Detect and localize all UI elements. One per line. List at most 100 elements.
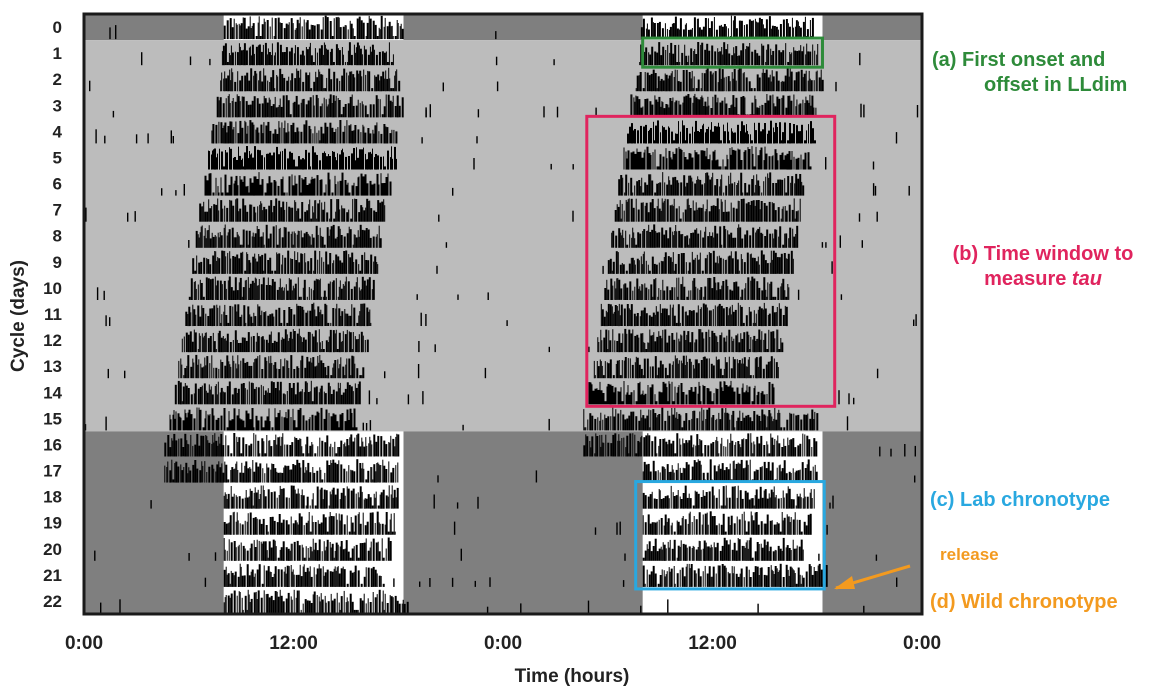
activity-tick bbox=[748, 134, 749, 144]
activity-tick bbox=[244, 152, 246, 170]
activity-tick bbox=[594, 418, 597, 431]
activity-tick bbox=[312, 95, 314, 118]
activity-tick bbox=[641, 393, 643, 405]
activity-tick bbox=[731, 258, 734, 274]
activity-tick bbox=[662, 438, 665, 457]
activity-tick bbox=[277, 254, 279, 274]
activity-tick bbox=[734, 251, 737, 274]
activity-tick bbox=[367, 494, 370, 509]
activity-tick bbox=[277, 472, 280, 483]
activity-tick bbox=[626, 287, 629, 300]
activity-tick bbox=[228, 229, 231, 248]
activity-tick bbox=[346, 486, 348, 509]
activity-tick bbox=[723, 225, 726, 248]
activity-tick bbox=[212, 332, 214, 353]
activity-tick bbox=[734, 427, 736, 431]
activity-tick bbox=[236, 290, 239, 300]
activity-tick bbox=[280, 287, 282, 300]
activity-tick bbox=[330, 375, 333, 379]
activity-tick bbox=[768, 453, 771, 457]
activity-tick bbox=[659, 575, 662, 587]
activity-tick bbox=[256, 179, 259, 196]
activity-tick bbox=[634, 335, 637, 353]
activity-tick bbox=[697, 42, 700, 66]
activity-tick bbox=[724, 531, 727, 535]
activity-tick bbox=[361, 468, 363, 483]
x-tick-labels: 0:00 12:00 0:00 12:00 0:00 bbox=[65, 633, 941, 654]
activity-tick bbox=[297, 70, 300, 92]
activity-tick bbox=[799, 198, 801, 222]
activity-tick bbox=[695, 462, 698, 483]
activity-tick bbox=[715, 471, 718, 483]
activity-tick bbox=[749, 577, 752, 587]
activity-tick bbox=[255, 212, 257, 222]
activity-tick bbox=[205, 238, 207, 248]
activity-tick bbox=[622, 333, 624, 353]
activity-tick bbox=[776, 440, 778, 457]
activity-tick bbox=[206, 392, 209, 405]
activity-tick bbox=[283, 310, 286, 326]
activity-tick bbox=[673, 235, 675, 248]
activity-tick bbox=[269, 314, 272, 327]
activity-tick bbox=[625, 447, 627, 457]
activity-tick bbox=[765, 176, 767, 196]
activity-tick bbox=[293, 159, 295, 170]
activity-tick bbox=[612, 313, 614, 326]
activity-tick bbox=[605, 434, 607, 457]
activity-tick bbox=[369, 18, 372, 40]
activity-tick bbox=[224, 304, 226, 327]
activity-tick bbox=[720, 199, 722, 222]
activity-tick bbox=[357, 384, 359, 405]
activity-tick bbox=[685, 440, 688, 457]
activity-tick bbox=[241, 159, 242, 170]
activity-tick bbox=[295, 166, 297, 170]
activity-tick bbox=[315, 278, 317, 300]
activity-tick bbox=[677, 463, 679, 483]
activity-tick bbox=[268, 392, 271, 405]
activity-tick bbox=[654, 51, 657, 66]
activity-tick bbox=[211, 278, 214, 300]
activity-tick bbox=[263, 565, 265, 587]
activity-tick bbox=[307, 100, 310, 118]
activity-tick bbox=[652, 565, 655, 587]
activity-tick bbox=[724, 260, 726, 274]
activity-tick bbox=[280, 488, 282, 509]
activity-tick bbox=[357, 177, 359, 196]
activity-tick bbox=[718, 51, 720, 66]
activity-tick bbox=[729, 419, 731, 431]
scatter-tick bbox=[821, 242, 824, 248]
activity-tick bbox=[377, 264, 379, 274]
activity-tick bbox=[239, 46, 241, 66]
activity-tick bbox=[646, 569, 648, 587]
activity-tick bbox=[267, 277, 269, 300]
activity-tick bbox=[358, 176, 360, 196]
activity-tick bbox=[660, 499, 663, 509]
activity-tick bbox=[319, 388, 321, 405]
activity-tick bbox=[661, 569, 663, 587]
activity-tick bbox=[323, 575, 325, 587]
activity-tick bbox=[302, 566, 304, 587]
activity-tick bbox=[755, 313, 757, 327]
activity-tick bbox=[388, 485, 390, 509]
activity-tick bbox=[266, 550, 268, 561]
activity-tick bbox=[671, 159, 673, 170]
activity-tick bbox=[708, 566, 711, 587]
activity-tick bbox=[313, 178, 316, 196]
activity-tick bbox=[743, 392, 746, 405]
activity-tick bbox=[740, 568, 743, 587]
activity-tick bbox=[771, 70, 773, 92]
activity-tick bbox=[393, 129, 395, 144]
activity-tick bbox=[643, 395, 645, 405]
activity-tick bbox=[738, 539, 741, 561]
activity-tick bbox=[744, 467, 746, 483]
activity-tick bbox=[346, 184, 348, 196]
activity-tick bbox=[312, 206, 314, 222]
activity-tick bbox=[199, 387, 202, 405]
activity-tick bbox=[252, 322, 254, 326]
activity-tick bbox=[735, 550, 738, 561]
activity-tick bbox=[711, 330, 714, 353]
activity-tick bbox=[738, 224, 740, 248]
activity-tick bbox=[797, 567, 800, 587]
activity-tick bbox=[652, 460, 655, 483]
activity-tick bbox=[232, 512, 234, 535]
